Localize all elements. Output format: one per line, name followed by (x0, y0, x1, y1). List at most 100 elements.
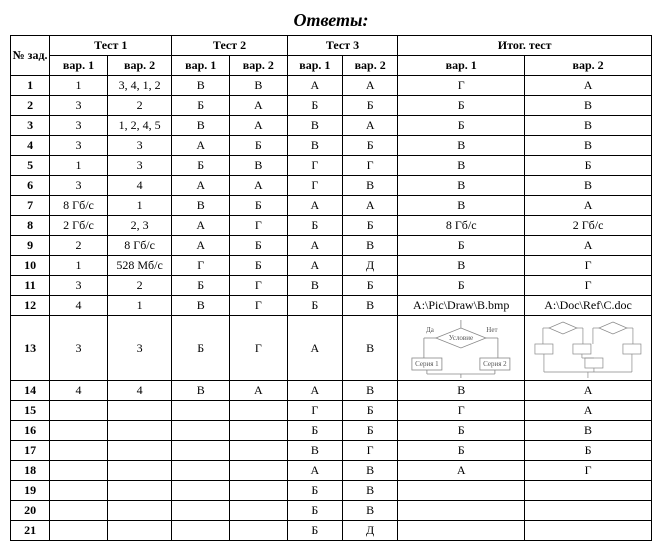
cell-t2v1 (172, 481, 230, 501)
cell-t1v2 (107, 401, 172, 421)
cell-t1v1: 3 (50, 136, 108, 156)
svg-text:Серия 2: Серия 2 (483, 360, 507, 368)
cell-iv1: Б (398, 236, 525, 256)
table-row: 928 Гб/сАБАВБА (11, 236, 652, 256)
cell-t1v1: 4 (50, 296, 108, 316)
cell-t1v1: 1 (50, 76, 108, 96)
cell-n: 19 (11, 481, 50, 501)
table-row: 78 Гб/с1ВБААВА (11, 196, 652, 216)
cell-iv2 (525, 501, 652, 521)
table-row: 1444ВААВВА (11, 381, 652, 401)
cell-t1v2: 1 (107, 296, 172, 316)
cell-t2v1: Б (172, 96, 230, 116)
cell-t3v2: Г (342, 156, 397, 176)
cell-t1v1 (50, 401, 108, 421)
cell-t2v2 (230, 521, 288, 541)
cell-t1v2: 528 Мб/с (107, 256, 172, 276)
table-row: 15ГБГА (11, 401, 652, 421)
page-title: Ответы: (10, 10, 652, 31)
cell-t2v2: В (230, 76, 288, 96)
cell-t2v1: А (172, 236, 230, 256)
cell-n: 13 (11, 316, 50, 381)
cell-t2v2: Г (230, 276, 288, 296)
table-row: 113, 4, 1, 2ВВААГА (11, 76, 652, 96)
cell-t1v1 (50, 481, 108, 501)
table-row: 21БД (11, 521, 652, 541)
cell-t3v2: Б (342, 276, 397, 296)
cell-n: 7 (11, 196, 50, 216)
cell-t3v2: В (342, 501, 397, 521)
table-row: 634ААГВВВ (11, 176, 652, 196)
table-row: 82 Гб/с2, 3АГББ8 Гб/с2 Гб/с (11, 216, 652, 236)
cell-t3v1: А (287, 236, 342, 256)
cell-iv1: Г (398, 401, 525, 421)
cell-t3v2: В (342, 316, 397, 381)
cell-t2v2 (230, 441, 288, 461)
cell-t3v2: В (342, 481, 397, 501)
cell-t2v1: Б (172, 156, 230, 176)
cell-t1v1 (50, 461, 108, 481)
table-row: 513БВГГВБ (11, 156, 652, 176)
svg-text:Нет: Нет (487, 326, 498, 334)
header-test1: Тест 1 (50, 36, 172, 56)
header-final: Итог. тест (398, 36, 652, 56)
cell-n: 18 (11, 461, 50, 481)
cell-iv1 (398, 481, 525, 501)
table-row: 101528 Мб/сГБАДВГ (11, 256, 652, 276)
cell-t2v1 (172, 441, 230, 461)
cell-iv1: 8 Гб/с (398, 216, 525, 236)
cell-t1v1: 2 (50, 236, 108, 256)
cell-t3v1: А (287, 196, 342, 216)
cell-t3v1: В (287, 441, 342, 461)
cell-t1v2 (107, 461, 172, 481)
cell-iv1: Б (398, 276, 525, 296)
cell-iv2 (525, 481, 652, 501)
cell-n: 5 (11, 156, 50, 176)
cell-iv2: 2 Гб/с (525, 216, 652, 236)
cell-t2v2 (230, 401, 288, 421)
cell-n: 8 (11, 216, 50, 236)
cell-t2v1 (172, 401, 230, 421)
cell-t1v2 (107, 421, 172, 441)
cell-n: 2 (11, 96, 50, 116)
cell-t3v1: А (287, 316, 342, 381)
cell-t1v1: 2 Гб/с (50, 216, 108, 236)
cell-t1v2: 2, 3 (107, 216, 172, 236)
cell-iv1: Г (398, 76, 525, 96)
header-task-no: № зад. (11, 36, 50, 76)
cell-n: 14 (11, 381, 50, 401)
cell-iv2: В (525, 421, 652, 441)
cell-t2v1 (172, 421, 230, 441)
header-t2-v1: вар. 1 (172, 56, 230, 76)
cell-t3v1: Б (287, 296, 342, 316)
cell-t2v1: В (172, 196, 230, 216)
cell-t1v2: 3 (107, 316, 172, 381)
cell-iv2: В (525, 116, 652, 136)
header-t3-v1: вар. 1 (287, 56, 342, 76)
cell-t2v2 (230, 421, 288, 441)
cell-iv1: В (398, 196, 525, 216)
cell-iv1: В (398, 256, 525, 276)
svg-text:Серия 1: Серия 1 (415, 360, 439, 368)
cell-iv1: А (398, 461, 525, 481)
cell-t1v2: 3, 4, 1, 2 (107, 76, 172, 96)
table-row: 331, 2, 4, 5ВАВАБВ (11, 116, 652, 136)
cell-n: 17 (11, 441, 50, 461)
cell-t1v2 (107, 521, 172, 541)
cell-t1v2: 1, 2, 4, 5 (107, 116, 172, 136)
table-row: 1132БГВББГ (11, 276, 652, 296)
cell-iv2: Г (525, 461, 652, 481)
cell-iv2 (525, 521, 652, 541)
cell-t1v2: 4 (107, 176, 172, 196)
cell-t1v2: 1 (107, 196, 172, 216)
cell-t2v1: В (172, 381, 230, 401)
cell-t1v1 (50, 421, 108, 441)
cell-t3v2: В (342, 176, 397, 196)
cell-t2v2: Б (230, 256, 288, 276)
cell-n: 11 (11, 276, 50, 296)
cell-t3v1: Г (287, 156, 342, 176)
cell-t3v1: Б (287, 216, 342, 236)
cell-t3v2: В (342, 236, 397, 256)
cell-t3v2: Б (342, 421, 397, 441)
cell-iv2: В (525, 136, 652, 156)
